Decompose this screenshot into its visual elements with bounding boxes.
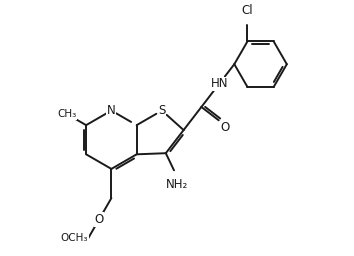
Text: OCH₃: OCH₃ bbox=[61, 233, 88, 243]
Text: O: O bbox=[95, 213, 104, 226]
Text: NH₂: NH₂ bbox=[166, 178, 188, 191]
Text: N: N bbox=[107, 104, 116, 117]
Text: S: S bbox=[158, 104, 166, 117]
Text: HN: HN bbox=[210, 77, 228, 90]
Text: Cl: Cl bbox=[242, 4, 253, 17]
Text: CH₃: CH₃ bbox=[58, 109, 77, 119]
Text: O: O bbox=[220, 122, 229, 134]
